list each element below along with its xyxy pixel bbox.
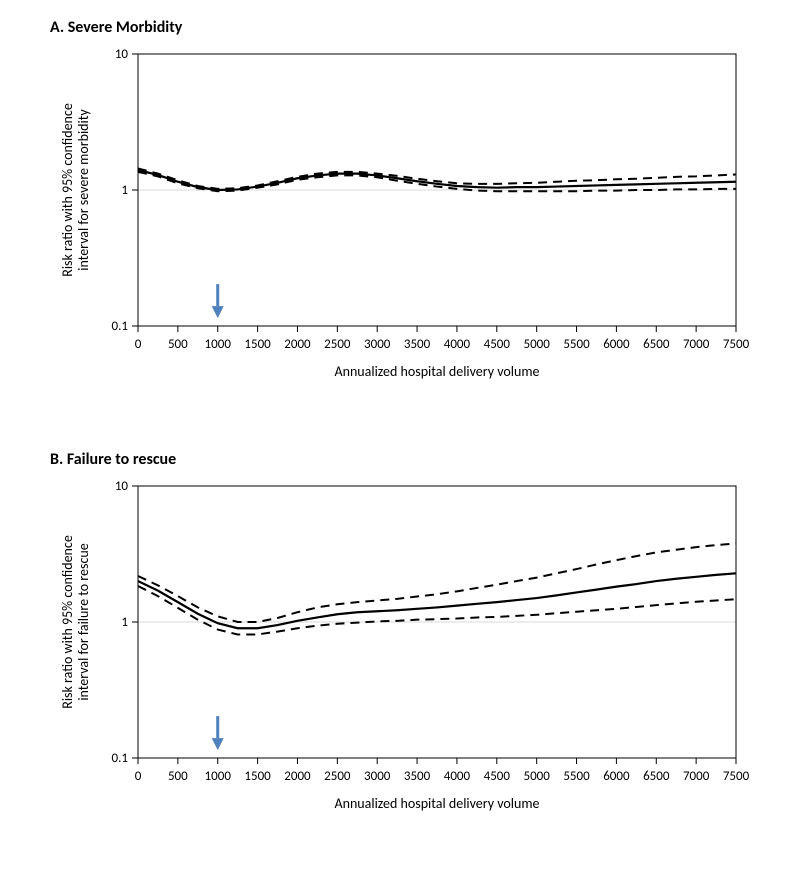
x-tick-label: 3000 [364, 337, 391, 352]
reference-arrow-icon [212, 716, 224, 750]
y-tick-label: 0.1 [112, 751, 128, 766]
x-tick-label: 2000 [284, 337, 311, 352]
y-axis-label: Risk ratio with 95% confidenceinterval f… [59, 103, 92, 277]
series-risk-ratio [138, 573, 736, 628]
y-axis-label-line: Risk ratio with 95% confidence [59, 535, 76, 709]
x-tick-label: 6000 [603, 337, 630, 352]
y-tick-label: 0.1 [112, 319, 128, 334]
x-tick-label: 1500 [244, 769, 271, 784]
x-tick-label: 3000 [364, 769, 391, 784]
y-axis-label-line: interval for severe morbidity [75, 109, 92, 271]
x-axis-label: Annualized hospital delivery volume [334, 795, 539, 812]
x-tick-label: 7000 [683, 337, 710, 352]
x-tick-label: 6500 [643, 769, 670, 784]
x-tick-label: 7500 [723, 769, 750, 784]
panel-a-title: A. Severe Morbidity [50, 18, 182, 37]
panel-b-chart: 0 500 1000 1500 2000 2500 3000 3500 4000 4500 5000… [50, 472, 750, 832]
x-tick-label: 5000 [523, 769, 550, 784]
x-tick-label: 1000 [205, 769, 232, 784]
x-tick-label: 4000 [444, 337, 471, 352]
x-tick-label: 4500 [484, 769, 511, 784]
panel-a-chart: 0 500 1000 1500 2000 2500 3000 3500 4000 4500 5000… [50, 40, 750, 400]
y-axis-label-line: Risk ratio with 95% confidence [59, 103, 76, 277]
x-tick-label: 500 [168, 337, 188, 352]
reference-arrow-icon [212, 284, 224, 318]
x-tick-label: 2500 [324, 769, 351, 784]
x-tick-label: 5500 [563, 337, 590, 352]
y-tick-label: 10 [115, 479, 129, 494]
x-tick-label: 500 [168, 769, 188, 784]
arrow-head [212, 738, 224, 750]
x-tick-label: 7000 [683, 769, 710, 784]
arrow-head [212, 306, 224, 318]
y-tick-label: 10 [115, 47, 129, 62]
panel-b-title: B. Failure to rescue [50, 450, 176, 469]
figure-page: A. Severe Morbidity 05001000150020002500… [0, 0, 800, 878]
x-tick-label: 5500 [563, 769, 590, 784]
x-tick-label: 7500 [723, 337, 750, 352]
y-tick-label: 1 [121, 615, 128, 630]
x-tick-label: 3500 [404, 769, 431, 784]
x-tick-label: 5000 [523, 337, 550, 352]
x-tick-label: 1500 [244, 337, 271, 352]
x-tick-label: 0 [135, 769, 142, 784]
x-tick-label: 4500 [484, 337, 511, 352]
x-tick-label: 3500 [404, 337, 431, 352]
y-axis-label-line: interval for failure to rescue [75, 543, 92, 700]
x-tick-label: 6000 [603, 769, 630, 784]
x-tick-label: 6500 [643, 337, 670, 352]
y-tick-label: 1 [121, 183, 128, 198]
x-tick-label: 2000 [284, 769, 311, 784]
x-tick-label: 2500 [324, 337, 351, 352]
x-axis-label: Annualized hospital delivery volume [334, 363, 539, 380]
x-tick-label: 0 [135, 337, 142, 352]
x-tick-label: 1000 [205, 337, 232, 352]
y-axis-label: Risk ratio with 95% confidenceinterval f… [59, 535, 92, 709]
series-ci-lower [138, 586, 736, 634]
x-tick-label: 4000 [444, 769, 471, 784]
